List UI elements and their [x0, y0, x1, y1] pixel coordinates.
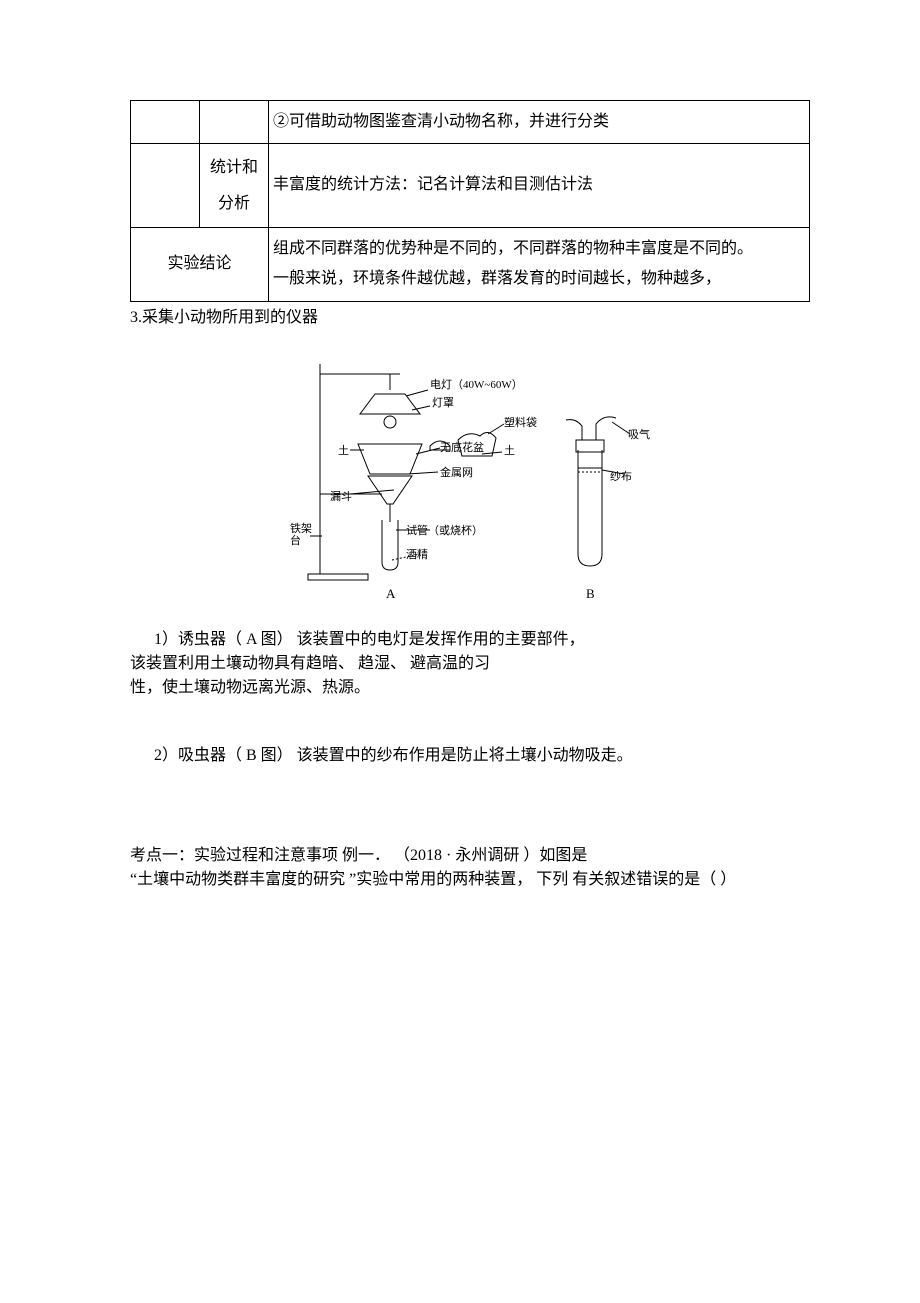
table-row: ②可借助动物图鉴查清小动物名称，并进行分类	[131, 101, 810, 144]
para-2: 2）吸虫器（ B 图） 该装置中的纱布作用是防止将土壤小动物吸走。	[130, 744, 810, 768]
cell-observe: ②可借助动物图鉴查清小动物名称，并进行分类	[269, 101, 810, 144]
label-stand-2: 台	[290, 533, 301, 547]
experiment-table: ②可借助动物图鉴查清小动物名称，并进行分类 统计和分析 丰富度的统计方法：记名计…	[130, 100, 810, 302]
label-bag: 塑料袋	[504, 415, 537, 429]
label-soil-l: 土	[338, 444, 349, 457]
cell-empty	[131, 101, 200, 144]
label-tube: 试管（或烧杯）	[406, 523, 483, 537]
label-B: B	[586, 586, 595, 601]
para-1b: 该装置利用土壤动物具有趋暗、 趋湿、 避高温的习	[130, 652, 810, 676]
exam-line-2: “土壤中动物类群丰富度的研究 ”实验中常用的两种装置， 下列 有关叙述错误的是（…	[130, 868, 810, 892]
apparatus-diagram: 电灯（40W~60W） 灯罩 土 无底花盆 金属网 漏斗 铁架 台 试管（或烧杯…	[130, 354, 810, 612]
exam-line-1: 考点一：实验过程和注意事项 例一． （2018 · 永州调研 ）如图是	[130, 844, 810, 868]
cell-conclusion-label: 实验结论	[131, 227, 269, 301]
label-A: A	[386, 586, 396, 601]
label-soil-r: 土	[504, 444, 515, 457]
label-pot: 无底花盆	[440, 440, 484, 454]
section-3-title: 3.采集小动物所用到的仪器	[130, 306, 810, 330]
cell-stats-label: 统计和分析	[200, 144, 269, 227]
spacer	[130, 700, 810, 728]
spacer	[130, 816, 810, 844]
diagram-svg: 电灯（40W~60W） 灯罩 土 无底花盆 金属网 漏斗 铁架 台 试管（或烧杯…	[290, 354, 650, 604]
cell-stats: 丰富度的统计方法：记名计算法和目测估计法	[269, 144, 810, 227]
label-gauze: 纱布	[610, 470, 632, 483]
label-stand-1: 铁架	[290, 522, 312, 535]
para-1a: 1）诱虫器（ A 图） 该装置中的电灯是发挥作用的主要部件，	[130, 628, 810, 652]
label-funnel: 漏斗	[330, 490, 352, 503]
label-lamp: 电灯（40W~60W）	[430, 378, 523, 391]
table-row: 实验结论 组成不同群落的优势种是不同的，不同群落的物种丰富度是不同的。 一般来说…	[131, 227, 810, 301]
label-suck: 吸气	[628, 427, 650, 441]
para-1c: 性，使土壤动物远离光源、热源。	[130, 676, 810, 700]
label-alcohol: 酒精	[406, 548, 428, 561]
label-mesh: 金属网	[440, 465, 473, 479]
document-page: ②可借助动物图鉴查清小动物名称，并进行分类 统计和分析 丰富度的统计方法：记名计…	[0, 0, 920, 952]
cell-empty	[131, 144, 200, 227]
cell-conclusion: 组成不同群落的优势种是不同的，不同群落的物种丰富度是不同的。 一般来说，环境条件…	[269, 227, 810, 301]
table-row: 统计和分析 丰富度的统计方法：记名计算法和目测估计法	[131, 144, 810, 227]
label-shade: 灯罩	[432, 396, 454, 409]
spacer	[130, 768, 810, 816]
cell-empty	[200, 101, 269, 144]
